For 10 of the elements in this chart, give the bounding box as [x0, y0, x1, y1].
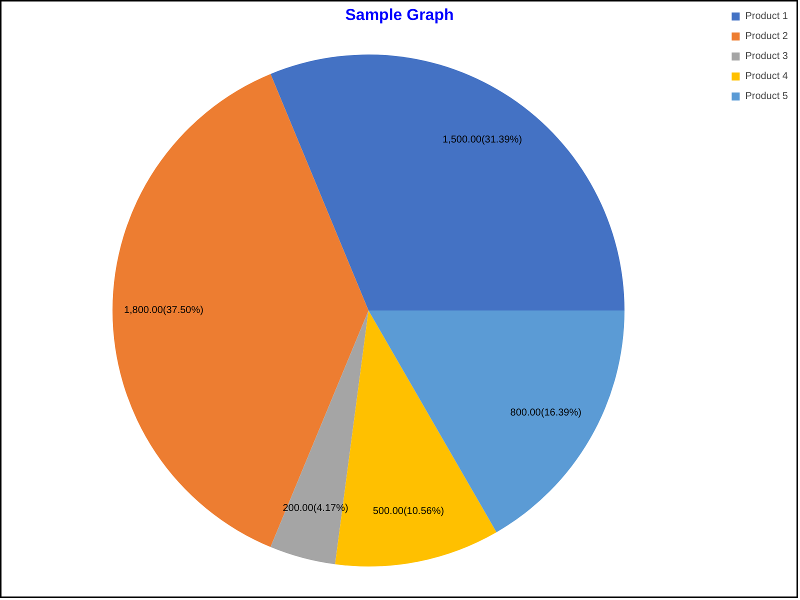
legend-label: Product 4 — [745, 70, 788, 82]
legend-label: Product 3 — [745, 50, 788, 62]
data-label: 800.00(16.39%) — [510, 407, 582, 418]
data-label: 1,800.00(37.50%) — [124, 305, 204, 316]
legend-label: Product 5 — [745, 90, 788, 102]
chart-title: Sample Graph — [345, 7, 454, 24]
data-label: 1,500.00(31.39%) — [442, 134, 522, 146]
data-label: 500.00(10.56%) — [372, 506, 444, 517]
legend-label: Product 2 — [745, 30, 788, 42]
legend-label: Product 1 — [745, 10, 788, 22]
